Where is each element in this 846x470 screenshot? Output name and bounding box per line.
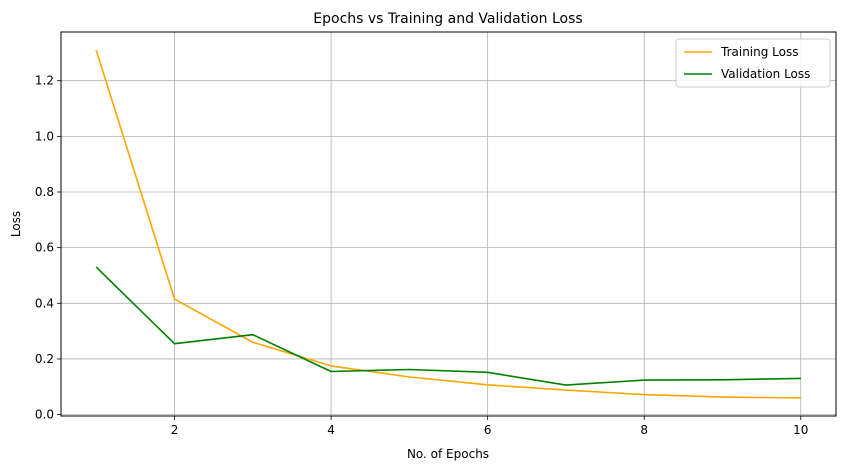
- x-tick-label: 8: [640, 423, 648, 437]
- y-axis-ticks: 0.0 0.2 0.4 0.6 0.8 1.0 1.2: [35, 74, 61, 422]
- legend: Training Loss Validation Loss: [675, 38, 831, 88]
- y-axis-label: Loss: [9, 211, 23, 237]
- x-tick-label: 6: [484, 423, 492, 437]
- chart-title: Epochs vs Training and Validation Loss: [313, 11, 582, 27]
- x-axis-ticks: 2 4 6 8 10: [171, 416, 808, 437]
- grid: [61, 32, 836, 416]
- x-axis-label: No. of Epochs: [407, 447, 489, 461]
- y-tick-label: 1.2: [35, 74, 54, 88]
- legend-label: Training Loss: [720, 45, 798, 59]
- series-lines: [95, 49, 801, 399]
- series-line-0: [95, 49, 801, 399]
- x-tick-label: 2: [171, 423, 179, 437]
- x-tick-label: 4: [327, 423, 335, 437]
- series-line-1: [95, 266, 801, 386]
- x-tick-label: 10: [793, 423, 808, 437]
- plot-frame: [60, 31, 837, 417]
- y-tick-label: 1.0: [35, 129, 54, 143]
- y-tick-label: 0.4: [35, 296, 54, 310]
- legend-label: Validation Loss: [721, 67, 810, 81]
- y-tick-label: 0.0: [35, 408, 54, 422]
- y-tick-label: 0.2: [35, 352, 54, 366]
- y-tick-label: 0.6: [35, 241, 54, 255]
- y-tick-label: 0.8: [35, 185, 54, 199]
- legend-box: [675, 38, 831, 88]
